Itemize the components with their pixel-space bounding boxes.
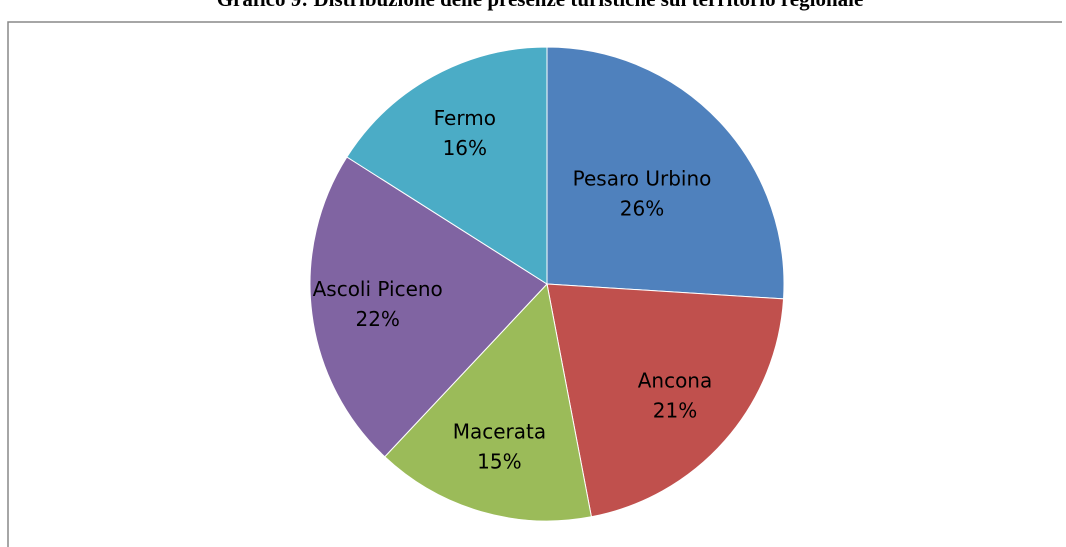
pie-slice <box>546 46 785 300</box>
pie-slice <box>346 46 548 285</box>
slice-value-label: 16% <box>443 136 487 160</box>
slice-value-label: 15% <box>477 449 521 473</box>
slice-value-label: 22% <box>355 307 399 331</box>
chart-frame <box>7 21 1062 547</box>
chart-title: Grafico 9: Distribuzione delle presenze … <box>217 0 864 11</box>
pie-slice <box>546 283 785 518</box>
slice-category-label: Fermo <box>434 106 496 130</box>
slice-category-label: Ascoli Piceno <box>313 277 443 301</box>
slice-value-label: 21% <box>653 398 697 422</box>
slice-category-label: Ancona <box>638 368 713 392</box>
pie-slice <box>309 156 548 458</box>
pie-slice <box>384 282 592 522</box>
slice-category-label: Pesaro Urbino <box>573 166 712 190</box>
slice-value-label: 26% <box>620 196 664 220</box>
slice-category-label: Macerata <box>453 419 546 443</box>
